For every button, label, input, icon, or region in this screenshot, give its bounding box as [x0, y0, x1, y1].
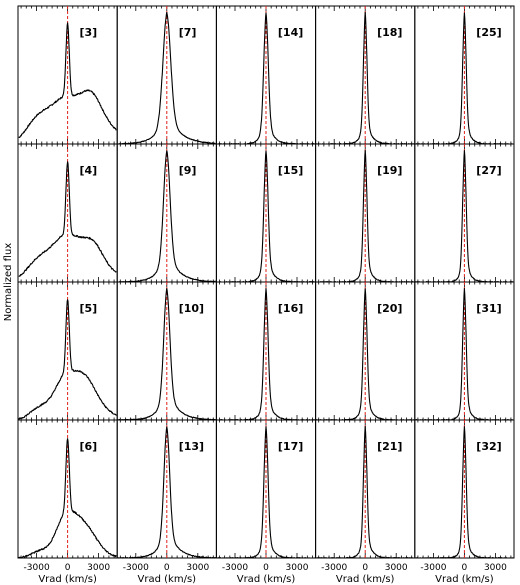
x-tick-label: -3000	[420, 563, 446, 573]
panel-5: [5]	[17, 281, 118, 421]
panel-16: [16]	[215, 281, 317, 421]
panel-label: [18]	[377, 26, 402, 39]
panel-label: [4]	[80, 164, 98, 177]
panel-3: [3]	[17, 5, 118, 145]
line-profile	[117, 426, 216, 559]
x-tick-label: 3000	[87, 563, 110, 573]
x-axis-label: Vrad (km/s)	[336, 574, 395, 585]
panel-19: [19]	[315, 143, 416, 283]
line-profile	[316, 425, 415, 559]
line-profile	[18, 22, 117, 138]
panel-label: [6]	[80, 440, 98, 453]
panel-label: [15]	[278, 164, 303, 177]
x-tick-label: 3000	[186, 563, 209, 573]
panel-10: [10]	[116, 281, 217, 421]
panel-label: [10]	[179, 302, 204, 315]
panel-27: [27]	[414, 143, 515, 283]
x-axis-label: Vrad (km/s)	[138, 574, 197, 585]
panel-label: [32]	[476, 440, 501, 453]
x-tick-label: 0	[164, 563, 170, 573]
panel-label: [19]	[377, 164, 402, 177]
panel-label: [7]	[179, 26, 197, 39]
x-tick-label: 3000	[484, 563, 507, 573]
panel-7: [7]	[116, 5, 217, 145]
panel-9: [9]	[116, 143, 217, 283]
x-tick-label: -3000	[123, 563, 149, 573]
line-profile	[415, 426, 514, 559]
panel-18: [18]	[315, 5, 416, 145]
line-profile	[117, 11, 216, 145]
panel-4: [4]	[17, 143, 118, 283]
panel-label: [14]	[278, 26, 303, 39]
x-axis-label: Vrad (km/s)	[38, 574, 97, 585]
panel-label: [9]	[179, 164, 197, 177]
x-tick-label: 0	[362, 563, 368, 573]
panel-20: [20]	[315, 281, 416, 421]
line-profile	[18, 161, 117, 277]
x-axis-label: Vrad (km/s)	[435, 574, 494, 585]
panel-label: [3]	[80, 26, 98, 39]
panel-label: [27]	[476, 164, 501, 177]
panel-15: [15]	[215, 143, 317, 283]
panel-label: [17]	[278, 440, 303, 453]
line-profile	[216, 426, 316, 559]
line-profile	[117, 150, 216, 283]
x-tick-label: -3000	[321, 563, 347, 573]
x-tick-label: 0	[462, 563, 468, 573]
panel-14: [14]	[215, 5, 317, 145]
panel-31: [31]	[414, 281, 515, 421]
x-tick-label: 3000	[385, 563, 408, 573]
panel-label: [31]	[476, 302, 501, 315]
panel-label: [20]	[377, 302, 402, 315]
line-profile	[18, 299, 117, 420]
line-profile	[18, 438, 117, 559]
panel-label: [21]	[377, 440, 402, 453]
y-axis-label: Normalized flux	[3, 243, 14, 322]
x-tick-label: 0	[263, 563, 269, 573]
x-tick-label: -3000	[24, 563, 50, 573]
x-tick-label: 0	[65, 563, 71, 573]
x-tick-label: 3000	[286, 563, 309, 573]
x-tick-label: -3000	[222, 563, 248, 573]
panel-label: [25]	[476, 26, 501, 39]
panel-label: [16]	[278, 302, 303, 315]
x-axis-label: Vrad (km/s)	[237, 574, 296, 585]
panel-label: [13]	[179, 440, 204, 453]
panel-label: [5]	[80, 302, 98, 315]
panel-25: [25]	[414, 5, 515, 145]
